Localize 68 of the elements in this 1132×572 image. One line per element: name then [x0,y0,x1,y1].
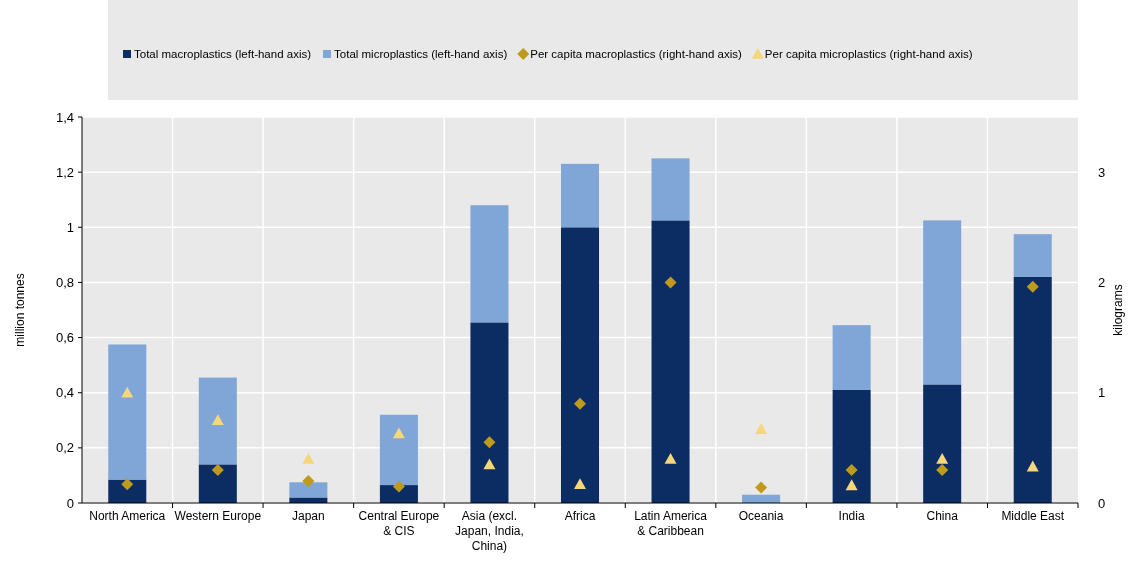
x-tick-label: Latin America & Caribbean [634,509,708,538]
y-tick-label: 0,8 [55,274,74,290]
bar [470,205,509,323]
x-tick-label: China [926,509,959,523]
point [574,397,586,410]
bar [560,163,600,228]
y-tick-label: 0,4 [55,385,74,401]
point [121,386,134,398]
bar [651,220,690,503]
x-tick-label: Western Europe [174,509,262,523]
point [574,478,586,490]
bar [289,482,328,498]
legend-label: Per capita macroplastics (right-hand axis) [530,48,742,60]
y-tick-label: 1,4 [55,109,74,125]
point [664,452,677,464]
point [1026,460,1039,472]
bar [379,414,418,486]
bar [832,325,871,390]
x-tick-label: Middle East [1001,509,1065,523]
y2-tick-label: 0 [1098,495,1106,511]
bar [832,389,871,503]
bar [923,384,962,503]
bar [651,158,690,221]
y-tick-label: 0,2 [55,440,74,456]
point [845,463,858,476]
x-tick-label: North America [89,509,166,523]
y-tick-label: 1,2 [55,164,74,180]
y-tick-label: 0,6 [55,330,74,346]
bar [1013,276,1052,503]
point [755,481,768,494]
y2-tick-label: 2 [1098,274,1106,290]
bar [108,344,147,480]
point [302,452,315,464]
point [936,463,949,476]
point [302,474,315,487]
y2-axis-title: kilograms [1111,284,1125,336]
bar [923,220,962,385]
legend-label: Per capita microplastics (right-hand axis) [764,48,973,60]
x-tick-label: Africa [564,509,596,523]
point [936,452,949,464]
bar [1013,234,1052,277]
point [483,436,496,449]
point [392,427,405,439]
y-tick-label: 0 [66,495,74,511]
point [211,463,224,476]
legend-label: Total macroplastics (left-hand axis) [134,48,312,60]
y-tick-label: 1 [66,219,74,235]
legend-label: Total microplastics (left-hand axis) [334,48,508,60]
y2-tick-label: 1 [1098,385,1106,401]
bar [198,377,237,465]
point [664,276,677,289]
point [211,414,224,426]
point [755,423,768,434]
x-tick-label: Central Europe & CIS [358,509,440,538]
bar [470,322,509,503]
y2-tick-label: 3 [1098,164,1106,180]
bar [289,497,328,503]
bar [560,227,600,503]
x-tick-label: Oceania [738,509,784,523]
bar [198,464,237,503]
x-tick-label: Asia (excl. Japan, India, China) [455,509,524,553]
x-tick-label: India [838,509,865,523]
point [845,479,858,491]
point [1026,280,1039,293]
point [483,458,496,470]
y-axis-title: million tonnes [13,273,27,347]
x-tick-label: Japan [292,509,325,523]
point [392,480,405,493]
